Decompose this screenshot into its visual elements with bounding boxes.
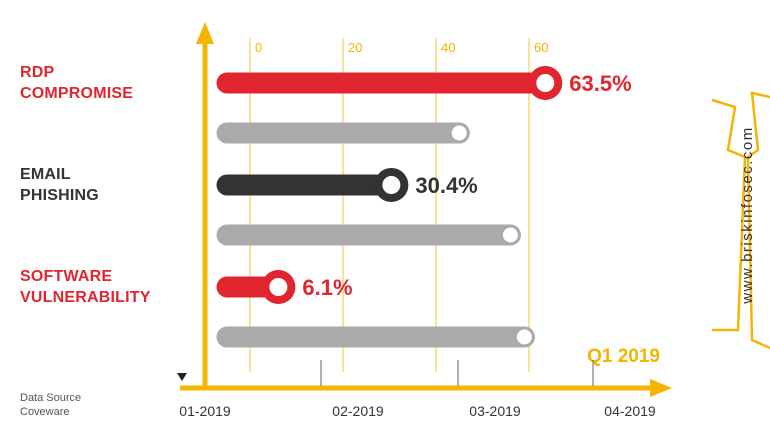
value-label: 6.1%	[302, 275, 352, 300]
dot	[513, 326, 535, 348]
lollipop	[216, 122, 470, 144]
category-label: SOFTWARE VULNERABILITY	[20, 268, 151, 306]
dot	[261, 270, 296, 304]
dot	[528, 66, 563, 100]
period-label: Q1 2019	[587, 346, 660, 367]
watermark-frame	[711, 98, 747, 332]
category-label: EMAIL PHISHING	[20, 166, 99, 204]
dot	[448, 122, 470, 144]
lollipop	[216, 224, 521, 246]
marker	[177, 373, 187, 381]
value-label: 63.5%	[569, 71, 631, 96]
lollipop	[216, 326, 535, 348]
timeline-label: 03-2019	[469, 403, 521, 419]
x-tick-label: 0	[255, 40, 262, 55]
lollipop	[216, 270, 296, 304]
value-label: 30.4%	[415, 173, 477, 198]
timeline-label: 04-2019	[604, 403, 656, 419]
lollipop	[216, 66, 563, 100]
timeline-label: 01-2019	[179, 403, 231, 419]
x-tick-label: 40	[441, 40, 455, 55]
source: Coveware	[20, 406, 70, 418]
axis-arrow	[650, 379, 672, 397]
x-tick-label: 60	[534, 40, 548, 55]
axis-arrow	[196, 22, 214, 44]
dot	[374, 168, 409, 202]
dot	[499, 224, 521, 246]
source-label: Data Source	[20, 392, 82, 404]
watermark: www.briskinfosec.com	[739, 126, 756, 305]
lollipop	[216, 168, 409, 202]
category-label: RDP COMPROMISE	[20, 64, 134, 102]
x-tick-label: 20	[348, 40, 362, 55]
timeline-label: 02-2019	[332, 403, 384, 419]
watermark-frame	[746, 91, 770, 350]
